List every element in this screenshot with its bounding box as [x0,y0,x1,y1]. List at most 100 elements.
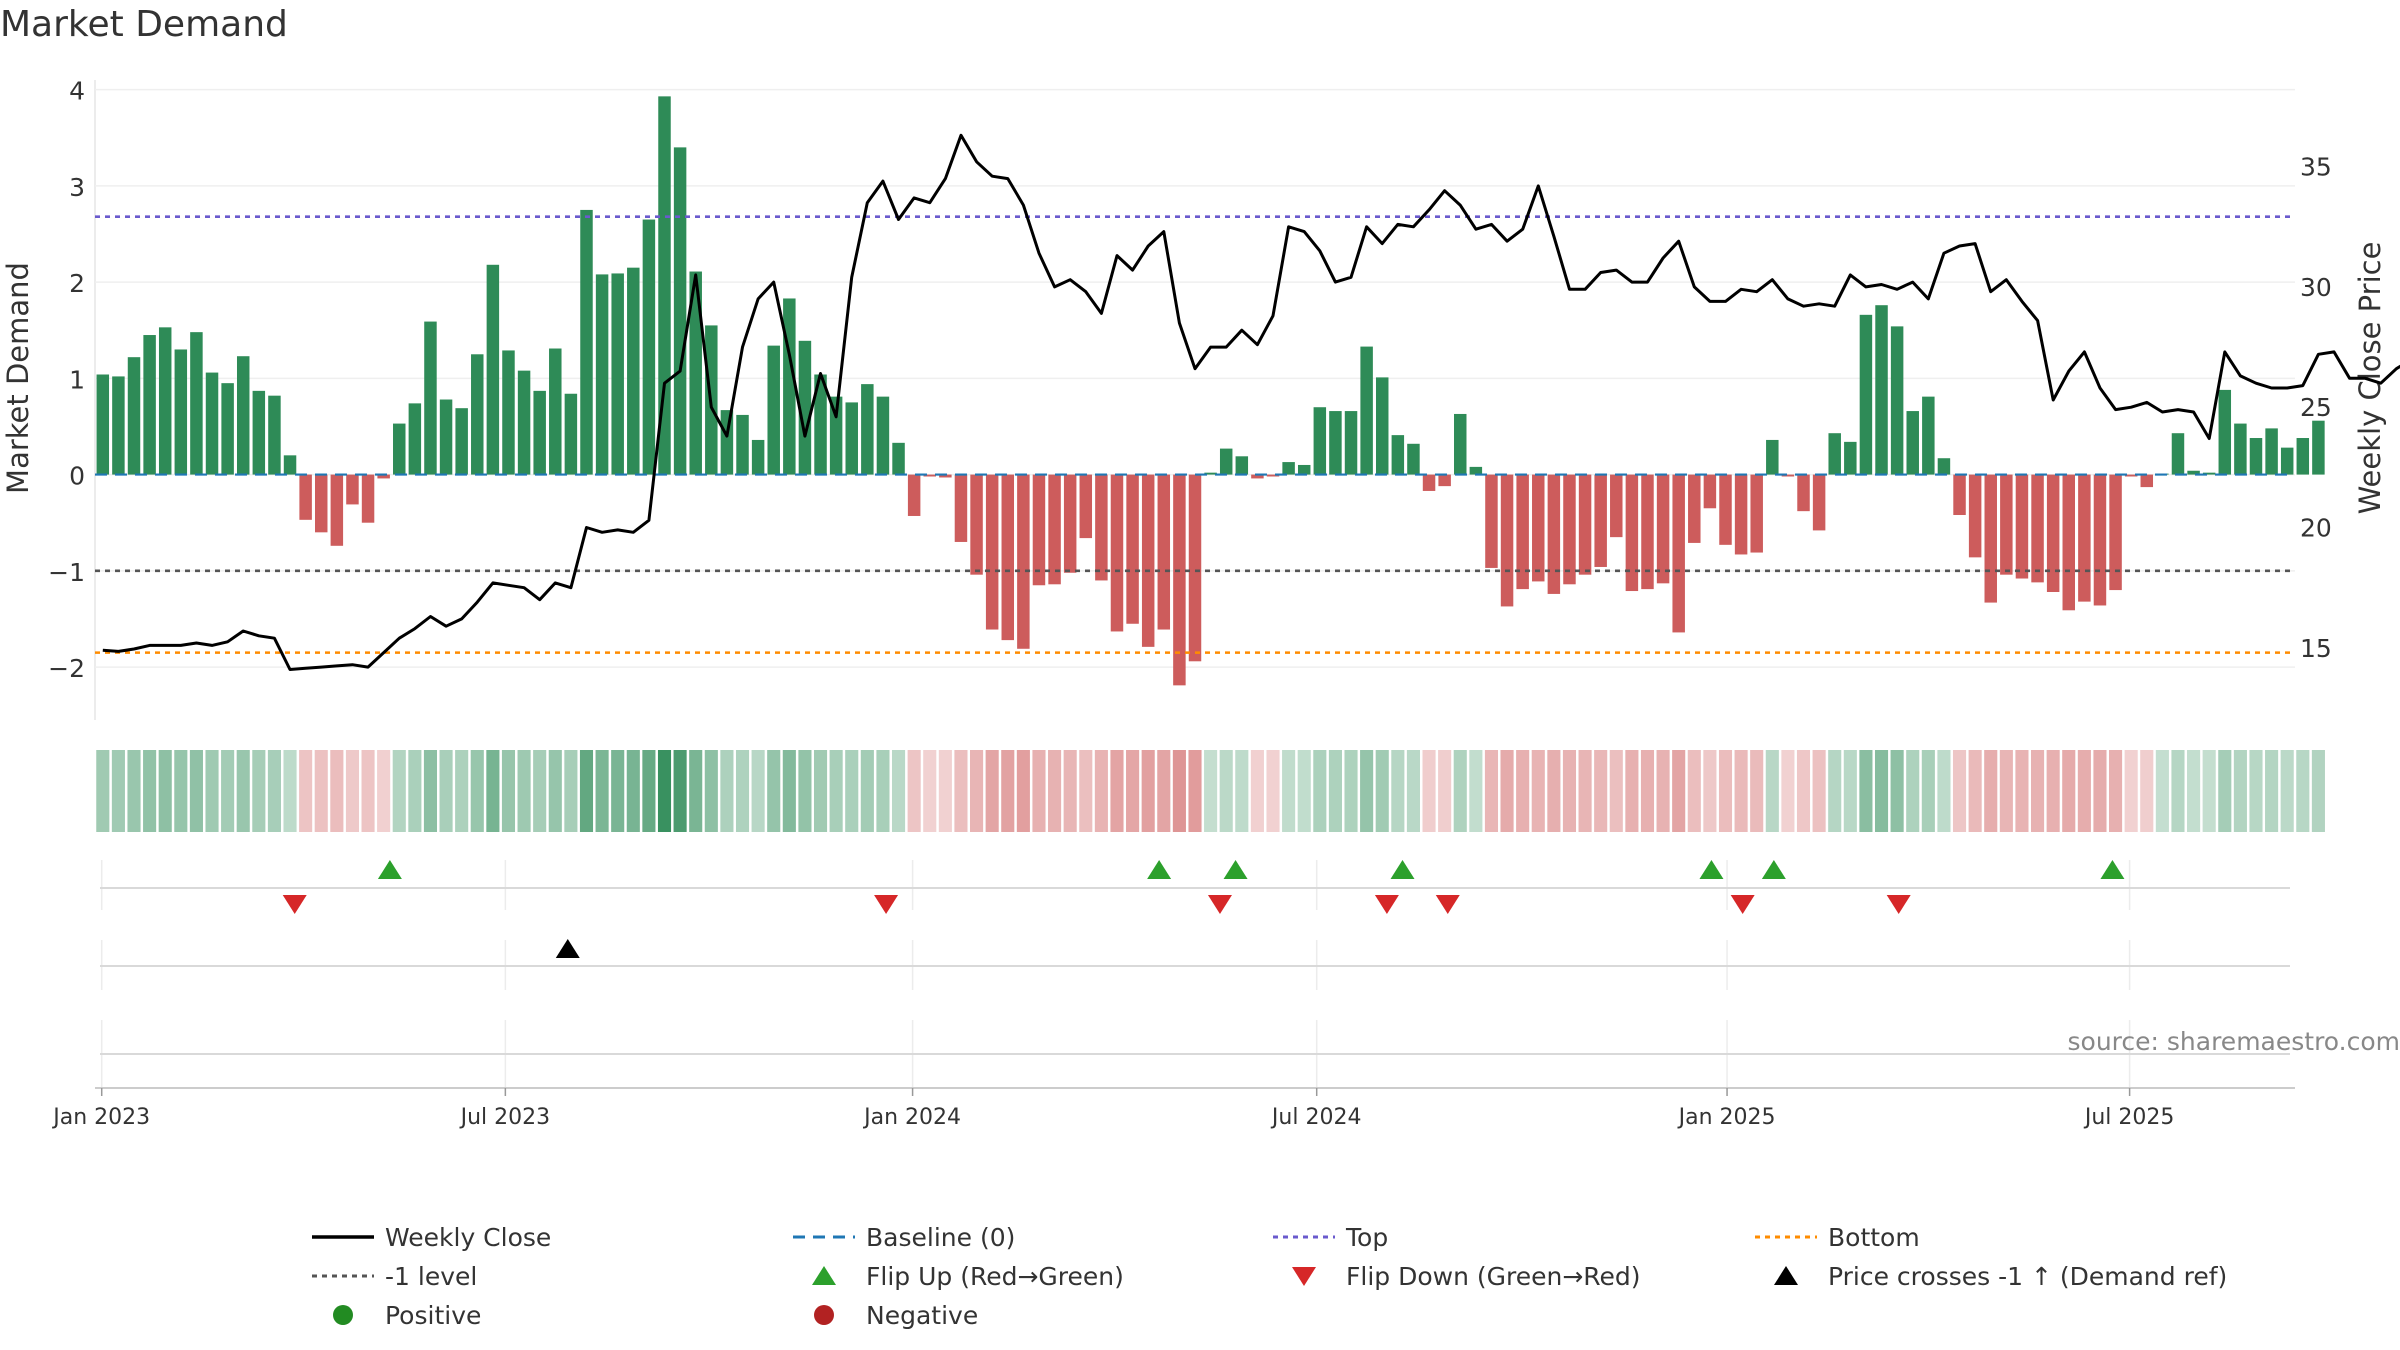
demand-bar [611,273,624,475]
flip-markers-row [100,860,2290,914]
heat-cell [1032,750,1046,832]
heat-cell [657,750,672,832]
weekly-close-line [102,133,2400,671]
demand-bar [1126,474,1139,624]
heat-cell [127,750,141,832]
heat-cell [143,750,157,832]
demand-bar [455,408,468,475]
demand-bar [1173,474,1186,686]
heat-cell [486,750,500,832]
heat-cell [767,750,781,832]
heat-cell [2202,750,2216,832]
demand-bar [1360,346,1373,475]
heat-cell [267,750,281,832]
heat-cell [1219,750,1233,832]
heat-cell [1126,750,1140,832]
heat-cell [1750,750,1764,832]
demand-bar [1859,314,1873,475]
legend-label: Price crosses -1 ↑ (Demand ref) [1828,1262,2227,1291]
demand-bar [1547,474,1561,594]
heat-cell [174,750,188,832]
heat-cell [2031,750,2045,832]
demand-bar [2124,474,2138,477]
heat-cell [2046,750,2060,832]
heat-cell [1438,750,1452,832]
heat-cell [1469,750,1483,832]
heat-cell [1921,750,1935,832]
demand-bar [1422,474,1436,491]
heat-cell [517,750,531,832]
heat-cell [1204,750,1218,832]
demand-bar [127,357,141,475]
legend-label: Negative [866,1301,978,1330]
bottom-axis-panel: Jan 2023 Jul 2023 Jan 2024 Jul 2024 Jan 2025… [51,1020,2400,1130]
demand-bar [2187,470,2200,475]
heat-cell [2249,750,2263,832]
heat-cell [501,750,516,832]
demand-bar [642,219,656,475]
heat-cell [1016,750,1030,832]
demand-bar [346,474,359,505]
demand-bar [1844,441,1857,475]
heat-cell [1048,750,1062,832]
demand-bar [939,474,952,478]
heat-cell [1984,750,1998,832]
demand-bar [845,402,858,475]
flip-up-marker [1390,860,1415,879]
heat-cell [1094,750,1108,832]
heat-cell [470,750,484,832]
demand-bar [299,474,312,520]
legend-item: Negative [814,1301,978,1330]
demand-bar [1688,474,1701,543]
x-tick-label: Jan 2023 [51,1105,150,1130]
demand-bar [1656,474,1670,584]
heat-cell [704,750,718,832]
demand-bar [1797,474,1810,512]
heat-cell [907,750,921,832]
heat-cell [2140,750,2154,832]
flip-down-marker [1886,895,1911,914]
demand-bar [1594,474,1607,567]
demand-bar [1110,474,1124,632]
heat-cell [2171,750,2185,832]
heat-cell [1718,750,1733,832]
heat-cell [1250,750,1264,832]
heat-cell [564,750,578,832]
demand-bar [2093,474,2107,606]
heat-cell [1828,750,1842,832]
heat-cell [1687,750,1701,832]
heat-cell [735,750,750,832]
demand-bar [1641,474,1654,590]
heat-cell [439,750,453,832]
demand-heat-strip [96,750,2325,832]
heat-cell [673,750,687,832]
legend-swatch [1774,1266,1798,1285]
legend-label: Top [1345,1223,1388,1252]
heat-cell [782,750,796,832]
demand-bar [829,396,843,475]
legend-label: Weekly Close [385,1223,551,1252]
demand-bar [1313,407,1327,475]
legend-item: Flip Up (Red→Green) [812,1262,1124,1291]
demand-bar [1828,433,1841,475]
heat-cell [2093,750,2107,832]
demand-bar [1625,474,1639,592]
heat-cell [1578,750,1592,832]
heat-cell [1375,750,1389,832]
demand-bar [1297,464,1311,475]
heat-cell [2296,750,2310,832]
heat-cell [314,750,328,832]
demand-bar [985,474,999,630]
heat-cell [252,750,266,832]
heat-cell [1968,750,1982,832]
flip-up-marker [1699,860,1724,879]
demand-bar [2078,474,2091,602]
demand-bar [1329,411,1342,475]
heat-cell [579,750,594,832]
heat-cell [1157,750,1171,832]
demand-bar [736,414,749,475]
demand-bar [1485,474,1498,568]
heat-cell [2218,750,2232,832]
heat-cell [361,750,375,832]
y2-tick-label: 35 [2300,153,2332,182]
